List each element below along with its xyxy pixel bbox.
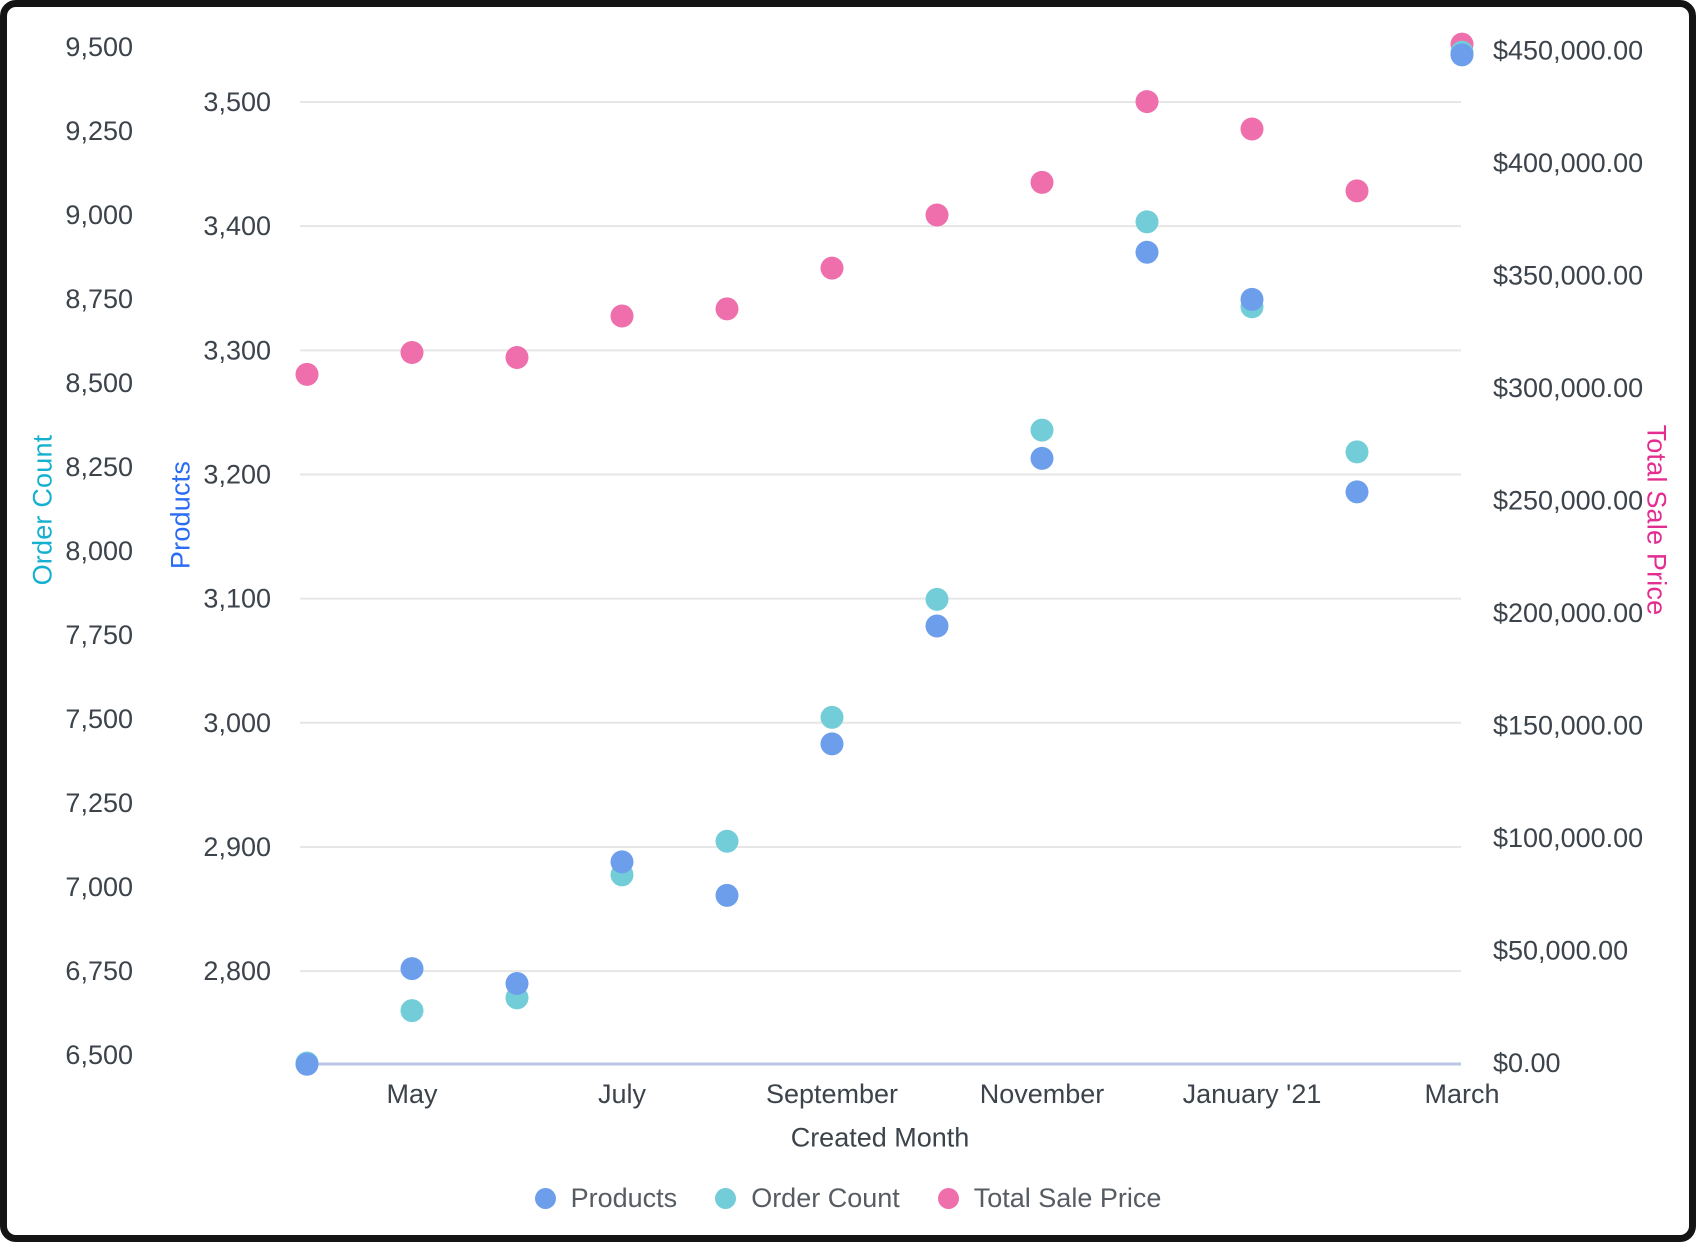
- point-order-count-february[interactable]: [1345, 440, 1369, 464]
- products-tick-label: 2,900: [203, 832, 271, 862]
- price-tick-label: $100,000.00: [1493, 823, 1643, 853]
- legend-label-order-count: Order Count: [751, 1183, 900, 1213]
- price-tick-label: $0.00: [1493, 1048, 1561, 1078]
- price-tick-label: $50,000.00: [1493, 935, 1628, 965]
- point-total-sale-price-january-21[interactable]: [1240, 117, 1264, 141]
- y-axis-title-order-count: Order Count: [27, 434, 58, 586]
- point-total-sale-price-august[interactable]: [715, 297, 739, 321]
- point-products-january-21[interactable]: [1240, 287, 1264, 311]
- price-tick-label: $350,000.00: [1493, 260, 1643, 290]
- legend-dot-order-count: [715, 1188, 737, 1209]
- products-tick-label: 3,200: [203, 459, 271, 489]
- point-total-sale-price-september[interactable]: [820, 256, 844, 280]
- price-tick-label: $250,000.00: [1493, 485, 1643, 515]
- y-axis-title-products: Products: [165, 460, 196, 570]
- point-products-june[interactable]: [505, 972, 529, 996]
- point-total-sale-price-october[interactable]: [925, 203, 949, 227]
- products-tick-label: 3,100: [203, 584, 271, 614]
- legend-dot-products: [534, 1188, 556, 1209]
- order-count-tick-label: 8,750: [65, 284, 133, 314]
- products-tick-label: 3,400: [203, 211, 271, 241]
- point-products-november[interactable]: [1030, 446, 1054, 470]
- point-products-september[interactable]: [820, 732, 844, 756]
- order-count-tick-label: 6,500: [65, 1040, 133, 1070]
- products-tick-label: 3,000: [203, 708, 271, 738]
- point-order-count-october[interactable]: [925, 587, 949, 611]
- x-tick-label: November: [980, 1079, 1105, 1109]
- point-order-count-august[interactable]: [715, 829, 739, 853]
- x-tick-label: May: [386, 1079, 438, 1109]
- point-products-april[interactable]: [295, 1052, 319, 1076]
- order-count-tick-label: 7,250: [65, 788, 133, 818]
- order-count-tick-label: 9,250: [65, 116, 133, 146]
- price-tick-label: $400,000.00: [1493, 148, 1643, 178]
- point-products-august[interactable]: [715, 883, 739, 907]
- point-products-march[interactable]: [1450, 43, 1474, 67]
- order-count-tick-label: 8,000: [65, 536, 133, 566]
- legend-label-total-sale-price: Total Sale Price: [973, 1183, 1162, 1213]
- order-count-tick-label: 7,750: [65, 620, 133, 650]
- order-count-tick-label: 7,000: [65, 872, 133, 902]
- point-total-sale-price-april[interactable]: [295, 362, 319, 386]
- point-order-count-december[interactable]: [1135, 210, 1159, 234]
- x-tick-label: July: [598, 1079, 647, 1109]
- point-products-february[interactable]: [1345, 480, 1369, 504]
- products-tick-label: 3,500: [203, 87, 271, 117]
- price-tick-label: $150,000.00: [1493, 710, 1643, 740]
- legend-dot-total-sale-price: [937, 1188, 959, 1209]
- price-tick-label: $300,000.00: [1493, 373, 1643, 403]
- x-tick-label: September: [766, 1079, 898, 1109]
- point-order-count-may[interactable]: [400, 999, 424, 1023]
- order-count-tick-label: 8,500: [65, 368, 133, 398]
- point-order-count-november[interactable]: [1030, 418, 1054, 442]
- point-products-december[interactable]: [1135, 240, 1159, 264]
- x-axis-title: Created Month: [790, 1122, 970, 1153]
- order-count-tick-label: 9,500: [65, 32, 133, 62]
- point-total-sale-price-december[interactable]: [1135, 90, 1159, 114]
- x-tick-label: January '21: [1183, 1079, 1322, 1109]
- products-tick-label: 2,800: [203, 956, 271, 986]
- order-count-tick-label: 7,500: [65, 704, 133, 734]
- point-total-sale-price-may[interactable]: [400, 341, 424, 365]
- legend-item-total-sale-price[interactable]: Total Sale Price: [937, 1183, 1162, 1214]
- legend-item-products[interactable]: Products: [534, 1183, 678, 1214]
- price-tick-label: $450,000.00: [1493, 35, 1643, 65]
- order-count-tick-label: 6,750: [65, 956, 133, 986]
- order-count-tick-label: 8,250: [65, 452, 133, 482]
- point-products-october[interactable]: [925, 614, 949, 638]
- chart-legend: Products Order Count Total Sale Price: [0, 1183, 1696, 1214]
- point-total-sale-price-june[interactable]: [505, 345, 529, 369]
- products-tick-label: 3,300: [203, 335, 271, 365]
- y-axis-title-total-sale-price: Total Sale Price: [1641, 424, 1672, 616]
- point-total-sale-price-february[interactable]: [1345, 179, 1369, 203]
- point-total-sale-price-november[interactable]: [1030, 170, 1054, 194]
- price-tick-label: $200,000.00: [1493, 598, 1643, 628]
- legend-label-products: Products: [570, 1183, 678, 1213]
- point-products-july[interactable]: [610, 850, 634, 874]
- legend-item-order-count[interactable]: Order Count: [715, 1183, 900, 1214]
- point-order-count-september[interactable]: [820, 705, 844, 729]
- point-total-sale-price-july[interactable]: [610, 304, 634, 328]
- x-tick-label: March: [1424, 1079, 1499, 1109]
- point-products-may[interactable]: [400, 957, 424, 981]
- order-count-tick-label: 9,000: [65, 200, 133, 230]
